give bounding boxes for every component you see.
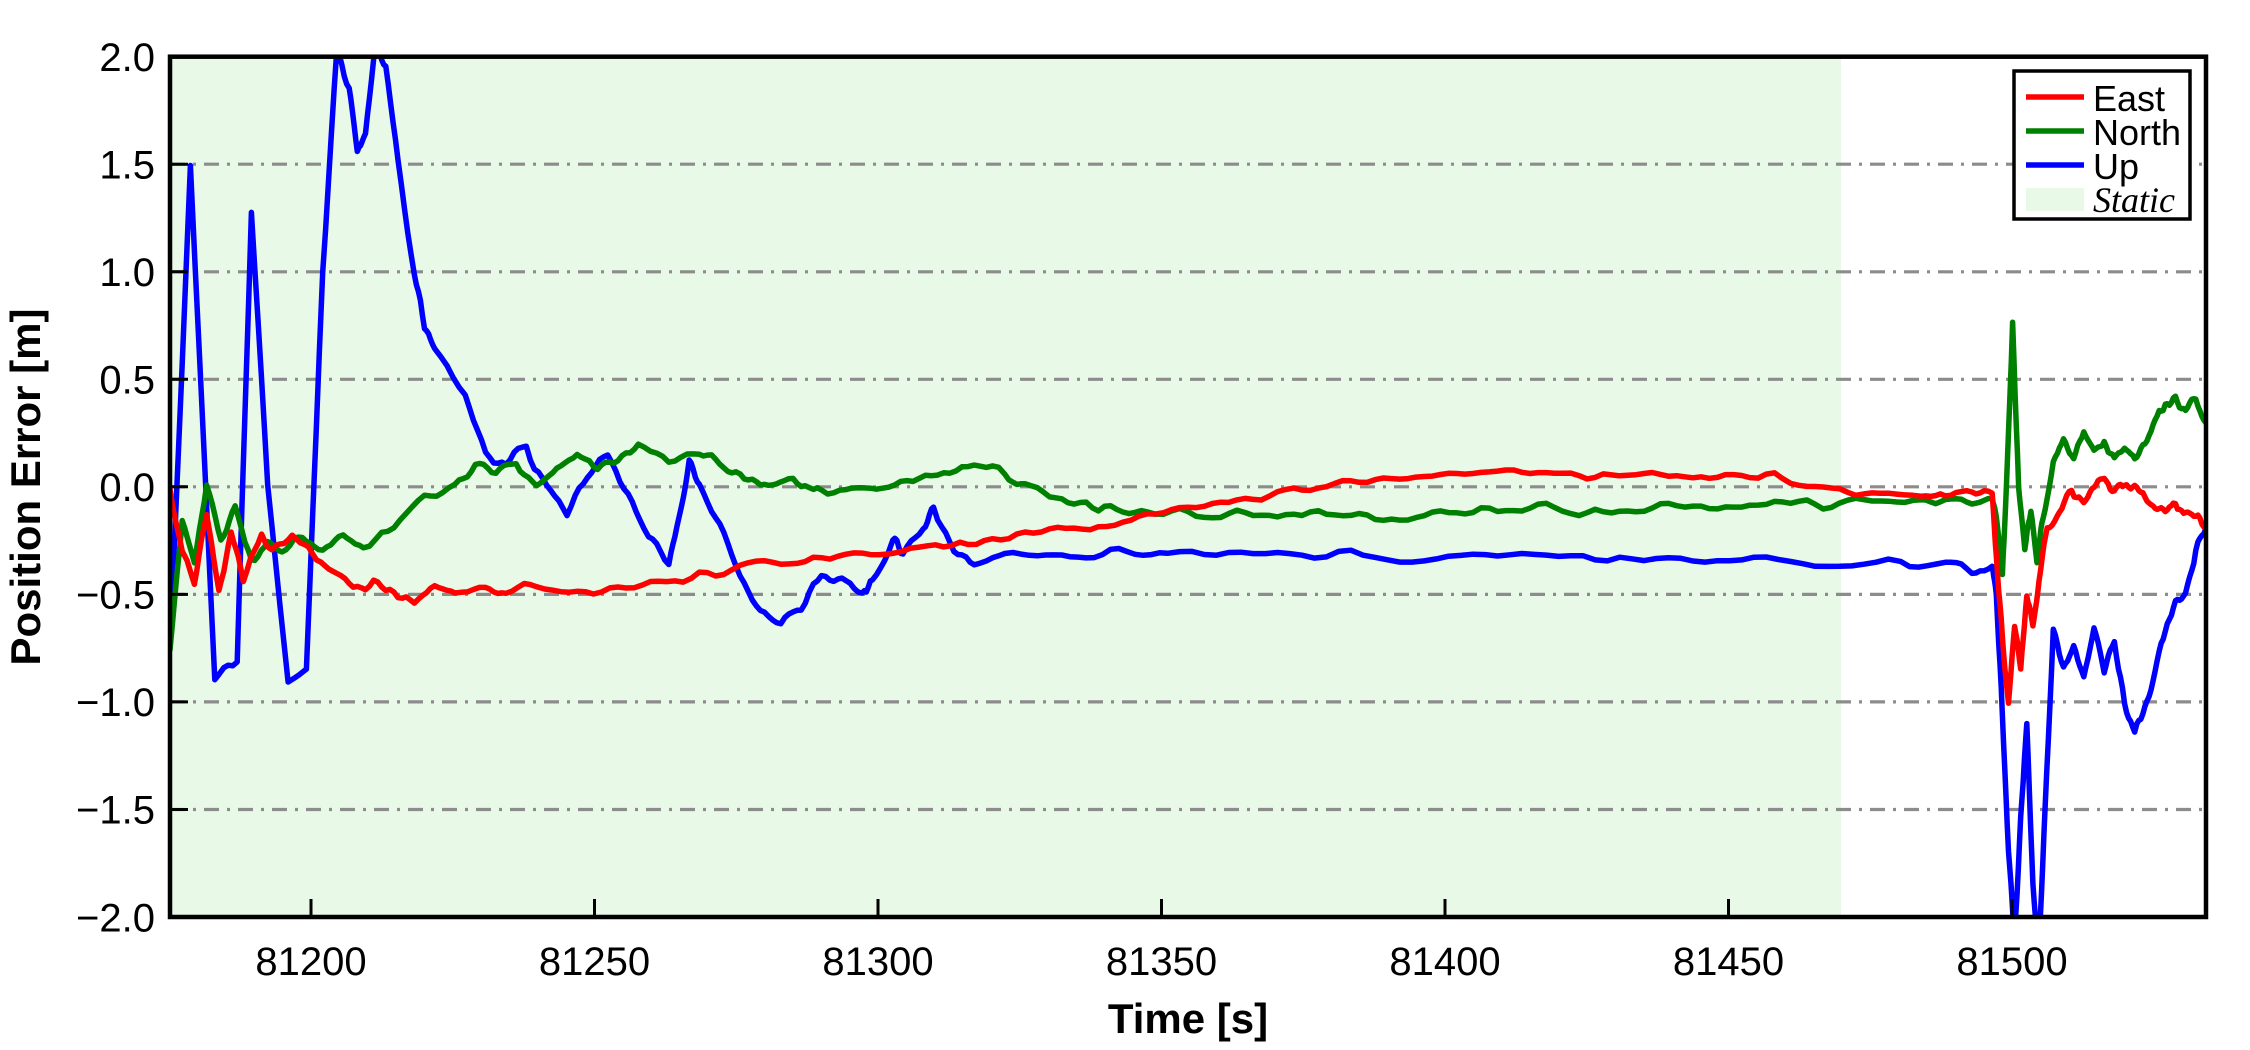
svg-text:−0.5: −0.5 xyxy=(76,574,155,618)
svg-text:1.5: 1.5 xyxy=(99,144,155,188)
svg-text:Time [s]: Time [s] xyxy=(1108,995,1268,1042)
svg-text:−1.0: −1.0 xyxy=(76,681,155,725)
svg-text:81450: 81450 xyxy=(1673,940,1784,984)
svg-text:0.5: 0.5 xyxy=(99,359,155,403)
svg-text:1.0: 1.0 xyxy=(99,251,155,295)
svg-text:2.0: 2.0 xyxy=(99,36,155,80)
svg-text:0.0: 0.0 xyxy=(99,466,155,510)
svg-text:81300: 81300 xyxy=(822,940,933,984)
svg-text:Static: Static xyxy=(2093,180,2175,220)
svg-text:81500: 81500 xyxy=(1956,940,2067,984)
svg-text:81200: 81200 xyxy=(255,940,366,984)
svg-text:−2.0: −2.0 xyxy=(76,896,155,940)
svg-text:Position Error [m]: Position Error [m] xyxy=(2,308,49,665)
svg-text:81400: 81400 xyxy=(1389,940,1500,984)
svg-text:81250: 81250 xyxy=(539,940,650,984)
svg-text:−1.5: −1.5 xyxy=(76,789,155,833)
svg-text:81350: 81350 xyxy=(1106,940,1217,984)
